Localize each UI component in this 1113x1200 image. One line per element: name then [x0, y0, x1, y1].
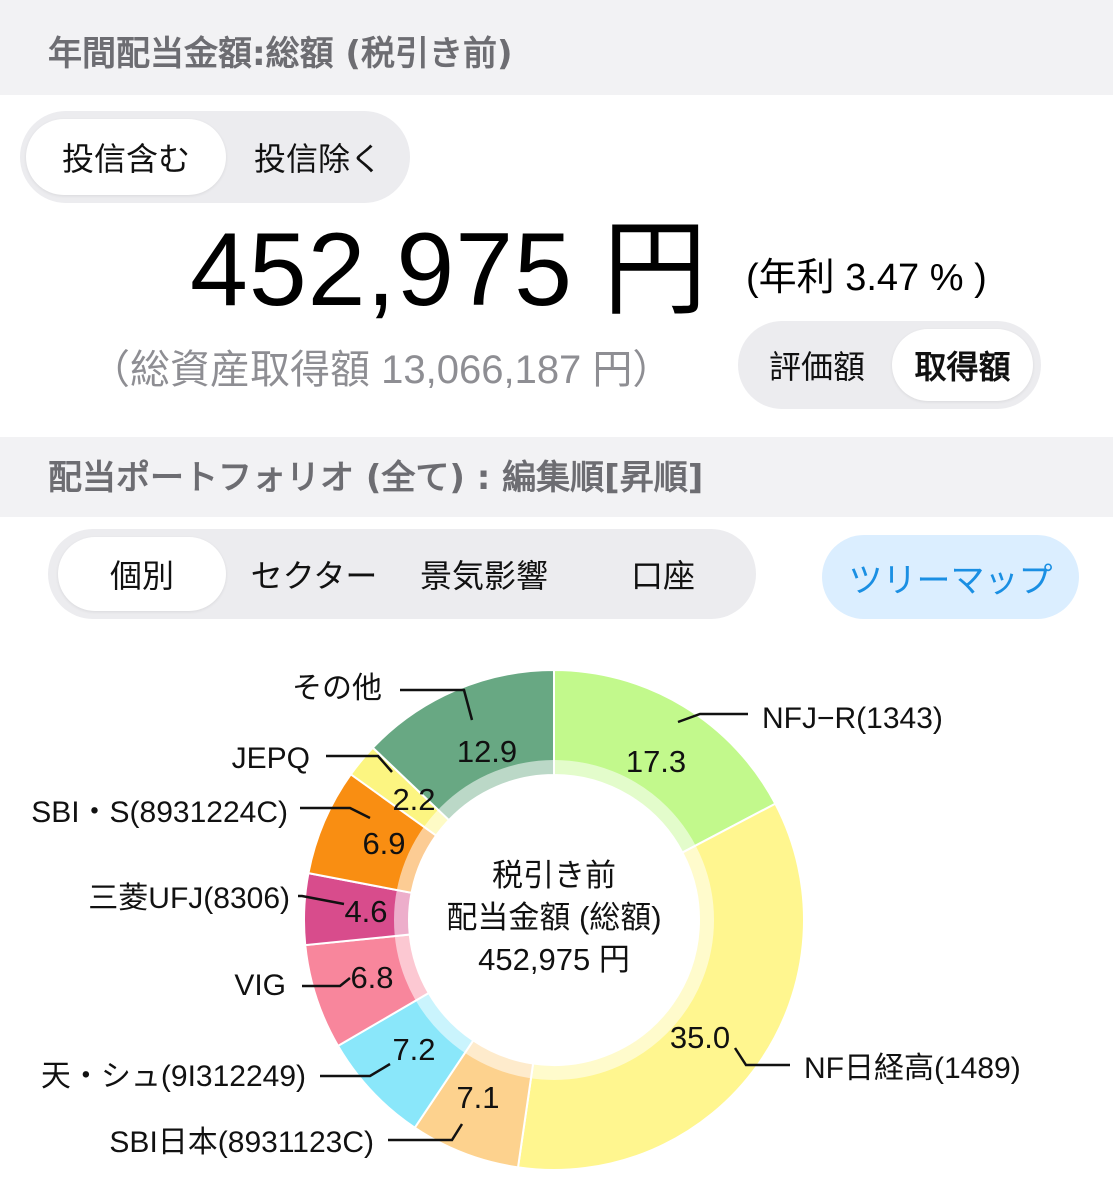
slice-name-label: 天・シュ(9I312249) [41, 1060, 306, 1093]
inner-ring [394, 760, 714, 1080]
treemap-button[interactable]: ツリーマップ [822, 535, 1079, 619]
leader-line [320, 1062, 391, 1078]
acquisition-option[interactable]: 取得額 [892, 329, 1033, 401]
leader-line [300, 806, 371, 820]
slice-name-label: JEPQ [232, 742, 310, 775]
slice-value-label: 6.9 [362, 826, 405, 861]
slice-name-label: SBI・S(8931224C) [31, 796, 288, 829]
slice-value-label: 7.2 [392, 1032, 435, 1067]
section-header-portfolio: 配当ポートフォリオ (全て) : 編集順[昇順] [0, 437, 1113, 517]
view-tabs[interactable]: 個別 セクター 景気影響 口座 [48, 529, 756, 619]
section-title: 年間配当金額:総額 (税引き前) [48, 34, 513, 74]
slice-value-label: 4.6 [344, 894, 387, 929]
leader-line [677, 712, 748, 724]
leader-line [298, 894, 345, 906]
slice-value-label: 7.1 [456, 1080, 499, 1115]
tab-account[interactable]: 口座 [630, 557, 695, 595]
slice-name-label: NFJ−R(1343) [762, 702, 943, 735]
donut-slice[interactable] [516, 802, 805, 1171]
slice-name-label: VIG [234, 969, 286, 1002]
tab-economic-impact[interactable]: 景気影響 [419, 557, 548, 595]
slice-name-label: NF日経高(1489) [804, 1052, 1021, 1085]
slice-value-label: 35.0 [670, 1020, 730, 1055]
slice-name-label: 三菱UFJ(8306) [88, 882, 290, 915]
leader-line [388, 1123, 464, 1142]
center-label: 配当金額 (総額) [446, 900, 661, 935]
slice-value-label: 6.8 [350, 960, 393, 995]
center-label: 税引き前 [492, 858, 616, 893]
donut-slice[interactable] [553, 668, 777, 854]
slice-name-label: その他 [292, 672, 382, 705]
leader-line [400, 688, 474, 721]
total-acquisition-amount: （総資産取得額 13,066,187 円） [90, 348, 673, 392]
leader-line [733, 1047, 790, 1067]
valuation-option[interactable]: 評価額 [768, 348, 865, 386]
tab-sector[interactable]: セクター [250, 557, 378, 595]
exclude-funds-option[interactable]: 投信除く [253, 140, 382, 178]
fund-filter-segmented-control[interactable]: 投信含む 投信除く [20, 111, 410, 203]
slice-value-label: 17.3 [626, 744, 686, 779]
slice-value-label: 12.9 [457, 734, 517, 769]
include-funds-option[interactable]: 投信含む [26, 119, 226, 195]
slice-name-label: SBI日本(8931123C) [109, 1126, 374, 1159]
tab-individual[interactable]: 個別 [58, 537, 226, 611]
donut-hole [419, 785, 689, 1055]
annual-dividend-amount: 452,975 円 [190, 212, 708, 328]
portfolio-title: 配当ポートフォリオ (全て) : 編集順[昇順] [48, 458, 704, 498]
basis-segmented-control[interactable]: 評価額 取得額 [738, 321, 1041, 409]
slice-value-label: 2.2 [392, 782, 435, 817]
leader-line [326, 754, 393, 773]
center-label: 452,975 円 [478, 942, 630, 977]
donut-slice[interactable] [371, 668, 555, 822]
annual-yield: (年利 3.47 % ) [746, 257, 987, 299]
leader-line [302, 977, 351, 988]
section-header-annual-dividend: 年間配当金額:総額 (税引き前) [0, 0, 1113, 95]
dividend-donut-chart: 17.3 NFJ−R(1343) 35.0 NF日経高(1489) 7.1 SBI日本(8… [31, 668, 1021, 1171]
